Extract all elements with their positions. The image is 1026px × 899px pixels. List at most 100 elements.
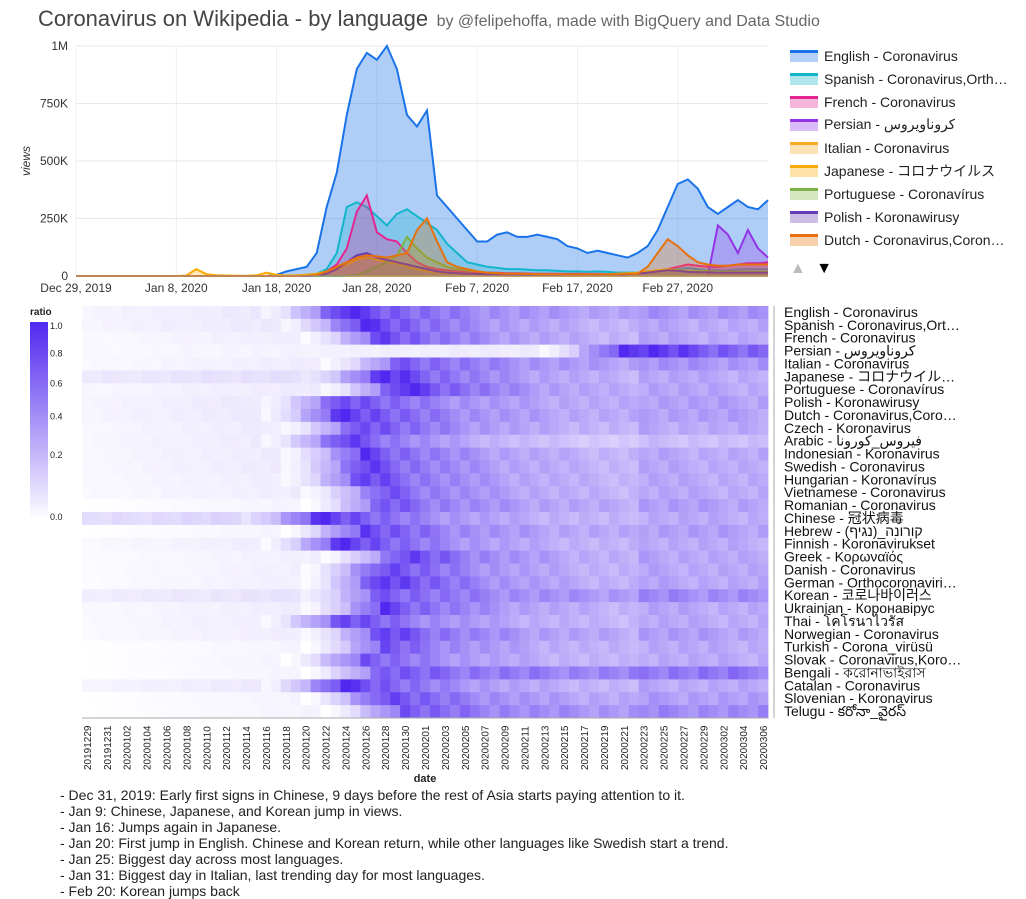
heatmap-cell [191,512,202,526]
heatmap-cell [310,306,322,320]
heatmap-cell [290,563,302,577]
heatmap-cell [459,460,471,474]
heatmap-cell [420,473,431,487]
heatmap-cell [370,692,381,706]
heatmap-cell [211,434,222,449]
heatmap-cell [668,666,679,680]
heatmap-cell [688,409,699,423]
heatmap-cell [400,357,411,371]
heatmap-cell [151,576,162,590]
heatmap-cell [608,512,620,526]
heatmap-cell [420,679,431,693]
heatmap-cell [718,524,729,539]
legend-item[interactable]: Japanese - コロナウイルス [790,159,1020,182]
heatmap-cell [748,640,759,655]
heatmap-cell [251,563,262,577]
heatmap-cell [529,486,540,500]
legend-item[interactable]: French - Coronavirus [790,90,1020,113]
heatmap-cell [131,563,143,577]
heatmap-cell [241,615,252,629]
heatmap-cell [678,627,689,642]
heatmap-cell [280,357,292,371]
heatmap-cell [111,370,123,384]
heatmap-cell [678,383,689,397]
heatmap-cell [648,563,660,577]
heatmap-cell [549,550,560,564]
heatmap-cell [569,589,580,603]
legend-prev-icon[interactable]: ▲ [790,260,806,277]
heatmap-cell [91,563,103,577]
heatmap-cell [549,563,560,577]
heatmap-cell [449,576,461,590]
heatmap-cell [390,524,401,539]
heatmap-cell [151,344,162,358]
heatmap-cell [350,383,361,397]
heatmap-cell [559,627,570,642]
legend-item[interactable]: Polish - Koronawirusy [790,205,1020,228]
heatmap-cell [410,653,421,667]
heatmap-cell [360,396,371,410]
heatmap-cell [598,460,610,474]
heatmap-cell [439,318,451,333]
heatmap-cell [449,692,461,706]
heatmap-cell [82,666,93,680]
heatmap-cell [668,550,679,564]
heatmap-cell [340,692,351,706]
heatmap-cell [579,486,590,500]
heatmap-cell [449,666,461,680]
heatmap-cell [121,576,133,590]
heatmap-cell [579,421,590,436]
heatmap-cell [310,627,322,642]
heatmap-cell [718,486,729,500]
heatmap-cell [469,563,481,577]
heatmap-cell [141,512,152,526]
heatmap-cell [479,512,491,526]
heatmap-row-label: Persian - كروناويروس [784,343,916,360]
heatmap-cell [608,640,620,655]
heatmap-cell [469,344,481,358]
legend-item[interactable]: Dutch - Coronavirus,Coronaviridae [790,228,1020,251]
heatmap-cell [101,692,113,706]
heatmap-cell [429,550,441,564]
heatmap-cell [370,409,381,423]
legend-item[interactable]: Spanish - Coronavirus,Orthocoronavirinae [790,67,1020,90]
heatmap-cell [439,409,451,423]
heatmap-cell [589,499,600,513]
heatmap-cell [529,318,540,333]
heatmap-cell [300,499,312,513]
heatmap-cell [420,357,431,371]
heatmap-cell [111,344,123,358]
heatmap-cell [559,318,570,333]
heatmap-cell [350,421,361,436]
legend-next-icon[interactable]: ▼ [816,260,833,277]
heatmap-cell [499,640,510,655]
heatmap-cell [360,679,371,693]
heatmap-cell [270,383,282,397]
heatmap-cell [748,499,759,513]
legend-item[interactable]: Italian - Coronavirus [790,136,1020,159]
heatmap-cell [82,537,93,552]
heatmap-cell [171,421,182,436]
heatmap-cell [370,602,381,616]
heatmap-cell [748,653,759,667]
heatmap-cell [101,550,113,564]
legend-item[interactable]: English - Coronavirus [790,44,1020,67]
heatmap-cell [151,306,162,320]
heatmap-cell [439,615,451,629]
heatmap-cell [270,653,282,667]
legend-item[interactable]: Portuguese - Coronavírus [790,182,1020,205]
heatmap-cell [330,589,341,603]
heatmap-cell [648,576,660,590]
heatmap-cell [221,344,232,358]
heatmap-cell [410,563,421,577]
heatmap-cell [131,486,143,500]
heatmap-cell [489,409,500,423]
heatmap-cell [668,615,679,629]
heatmap-cell [469,705,481,719]
heatmap-cell [290,370,302,384]
heatmap-cell [469,434,481,449]
heatmap-cell [688,537,699,552]
legend-item[interactable]: Persian - كروناويروس [790,113,1020,136]
heatmap-cell [330,306,341,320]
heatmap-cell [648,460,660,474]
